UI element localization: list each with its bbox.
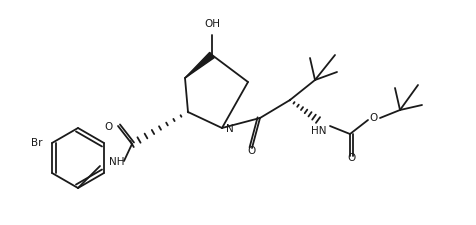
Text: Br: Br <box>30 138 42 148</box>
Text: HN: HN <box>311 126 327 136</box>
Text: NH: NH <box>109 157 125 167</box>
Text: O: O <box>105 122 113 132</box>
Text: O: O <box>347 153 355 163</box>
Polygon shape <box>185 52 214 78</box>
Text: O: O <box>248 146 256 156</box>
Text: N: N <box>226 124 234 134</box>
Text: O: O <box>370 113 378 123</box>
Text: OH: OH <box>204 19 220 29</box>
